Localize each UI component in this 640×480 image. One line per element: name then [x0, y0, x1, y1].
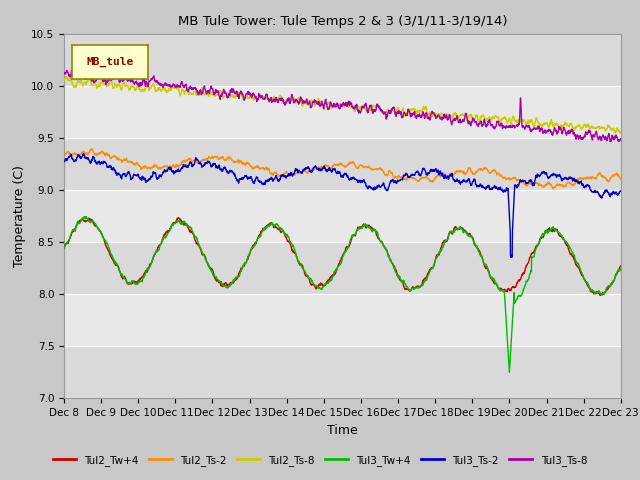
Title: MB Tule Tower: Tule Temps 2 & 3 (3/1/11-3/19/14): MB Tule Tower: Tule Temps 2 & 3 (3/1/11-…	[178, 15, 507, 28]
Bar	[64, 242, 621, 294]
Bar	[64, 294, 621, 346]
Bar	[64, 190, 621, 242]
Bar	[64, 346, 621, 398]
Bar	[64, 86, 621, 138]
Bar	[64, 34, 621, 86]
Bar	[64, 138, 621, 190]
Legend: Tul2_Tw+4, Tul2_Ts-2, Tul2_Ts-8, Tul3_Tw+4, Tul3_Ts-2, Tul3_Ts-8: Tul2_Tw+4, Tul2_Ts-2, Tul2_Ts-8, Tul3_Tw…	[49, 451, 591, 470]
Y-axis label: Temperature (C): Temperature (C)	[13, 165, 26, 267]
Bar	[64, 0, 621, 34]
X-axis label: Time: Time	[327, 424, 358, 437]
